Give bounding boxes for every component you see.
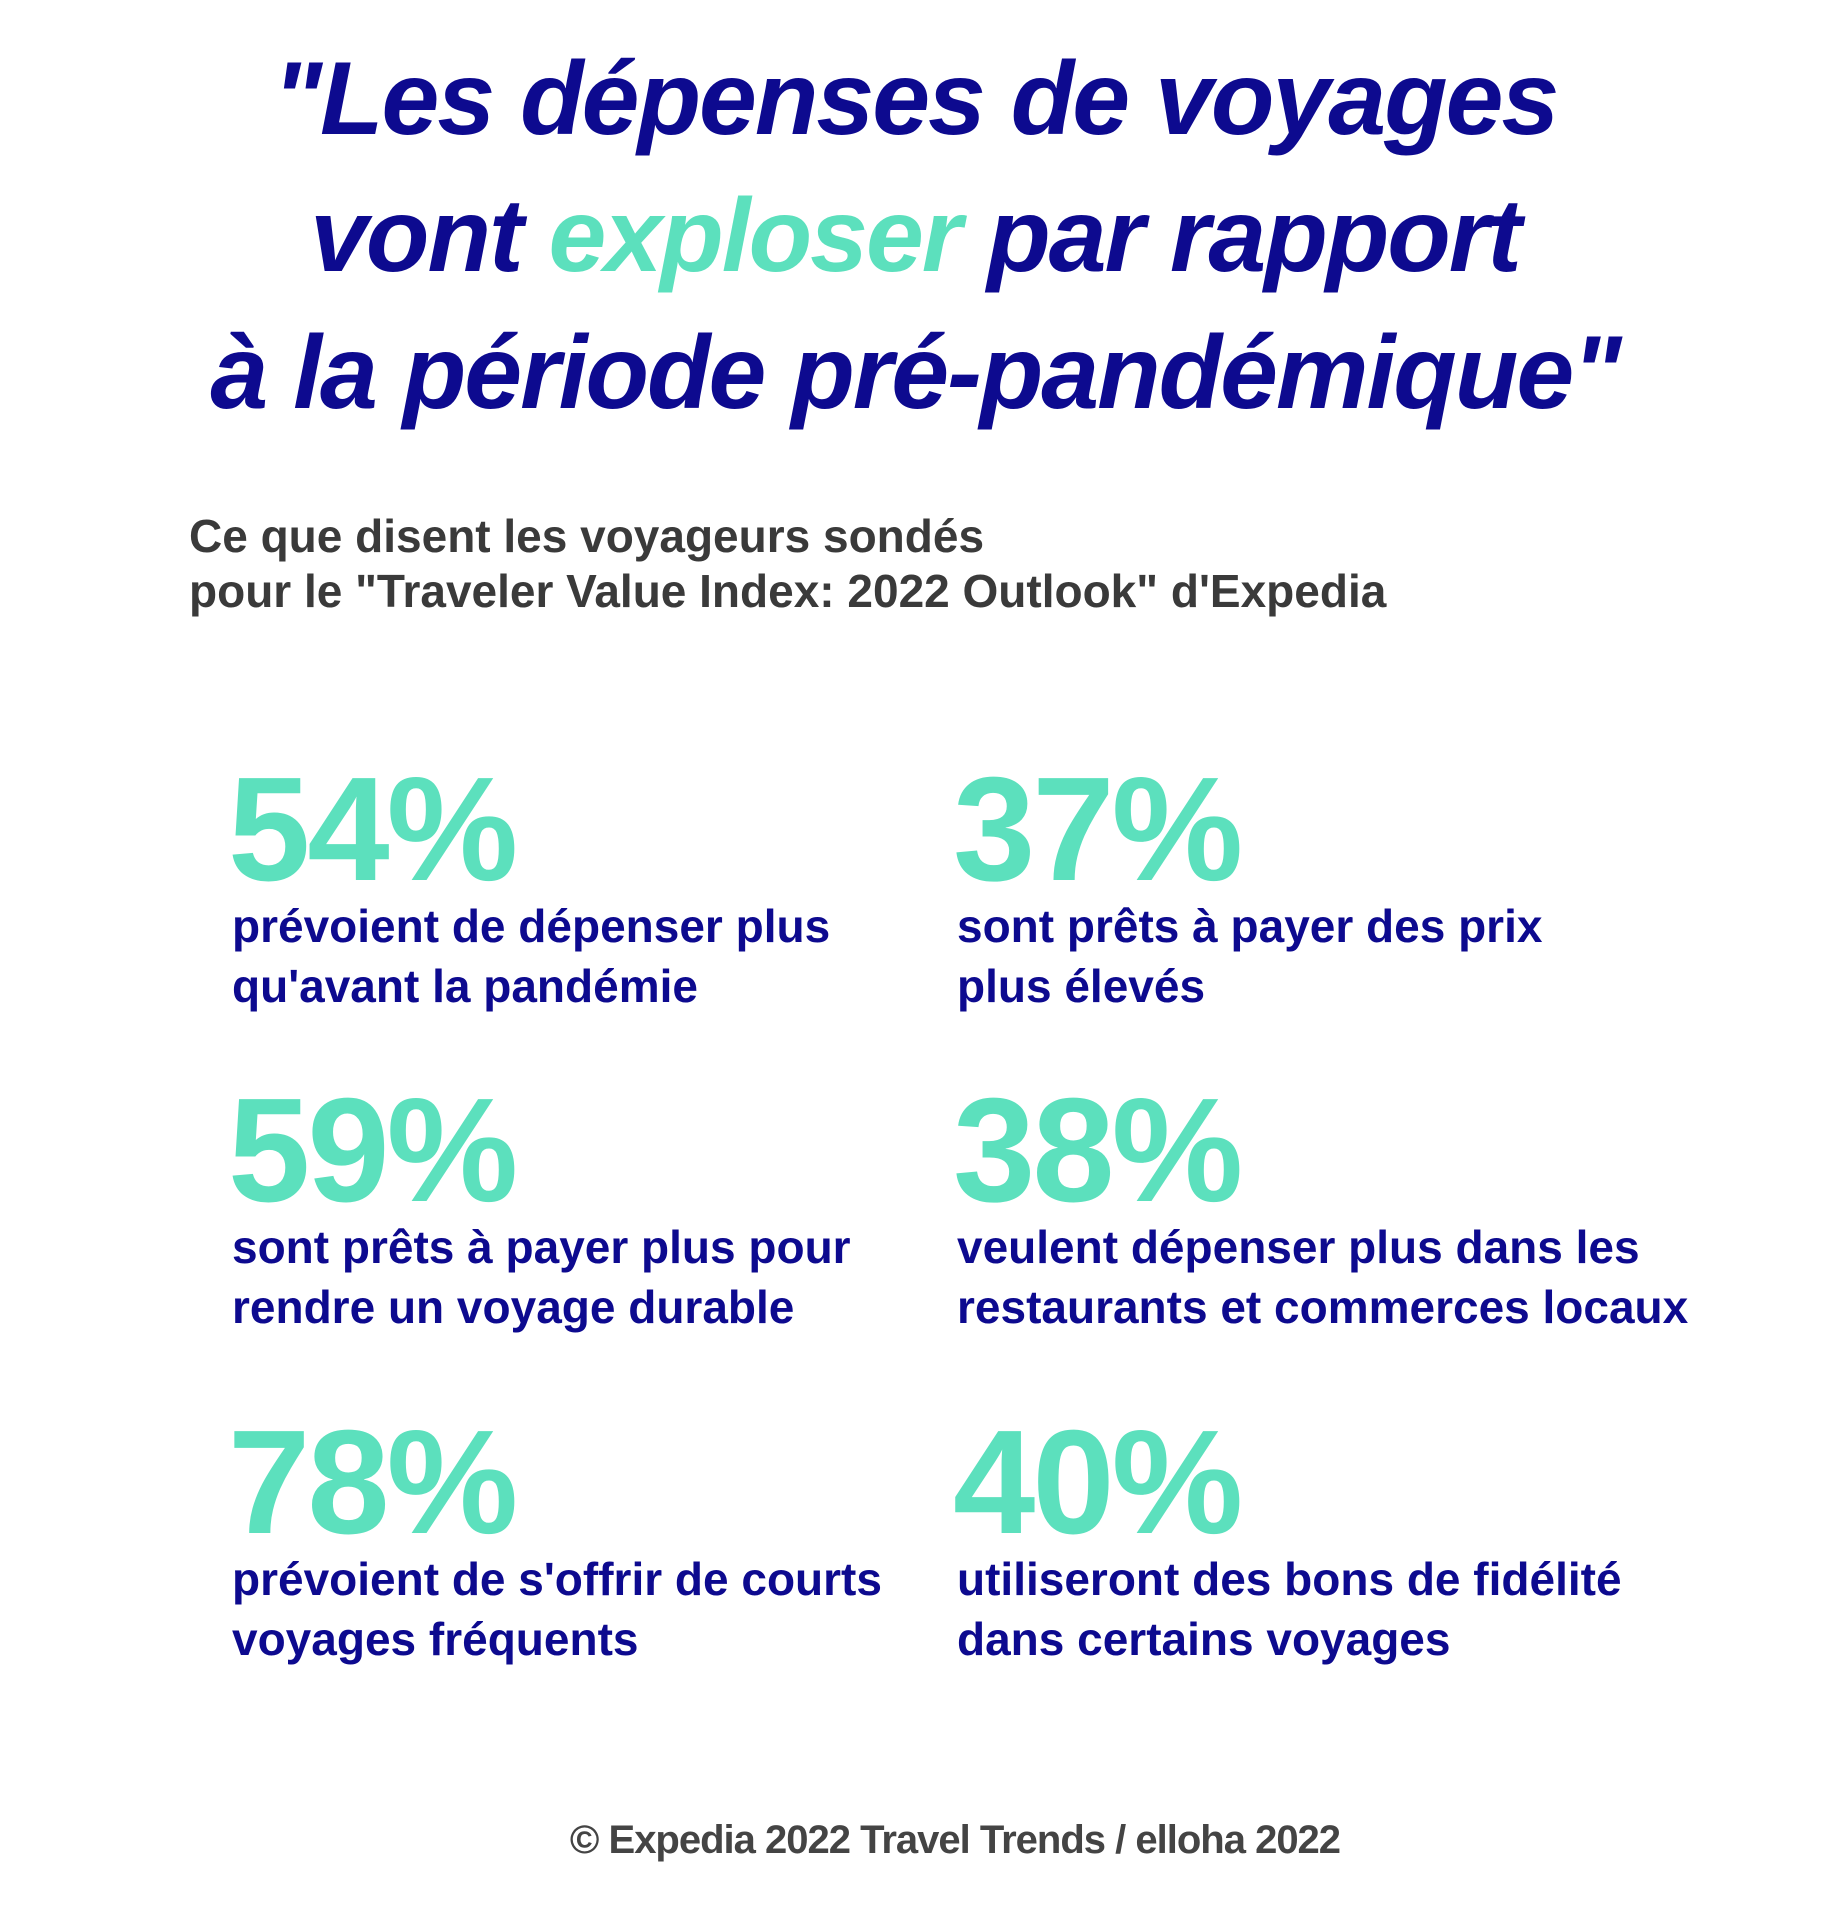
stat-description: qu'avant la pandémie (232, 960, 698, 1012)
stat-value: 54% (228, 747, 515, 912)
stat-value: 59% (228, 1068, 515, 1233)
stats: 54%prévoient de dépenser plus qu'avant la… (228, 747, 1689, 1665)
stat-description: sont prêts à payer plus pour (232, 1221, 851, 1273)
stat-description: restaurants et commerces locaux (957, 1281, 1689, 1333)
title-line: à la période pré-pandémique" (210, 315, 1623, 431)
stat-description: sont prêts à payer des prix (957, 900, 1543, 952)
stat-value: 38% (953, 1068, 1240, 1233)
stat-description: prévoient de s'offrir de courts (232, 1553, 882, 1605)
stat-value: 40% (953, 1400, 1240, 1565)
stat-value: 37% (953, 747, 1240, 912)
subtitle-line: Ce que disent les voyageurs sondés (189, 510, 984, 562)
title-part: vont (310, 178, 548, 294)
subtitle-line: pour le "Traveler Value Index: 2022 Outl… (189, 565, 1387, 617)
stat-description: veulent dépenser plus dans les (957, 1221, 1640, 1273)
footer: © Expedia 2022 Travel Trends / elloha 20… (570, 1818, 1340, 1862)
title-highlight: exploser (549, 178, 968, 294)
stat-description: plus élevés (957, 960, 1205, 1012)
title-part: par rapport (960, 178, 1526, 294)
stat-description: rendre un voyage durable (232, 1281, 794, 1333)
title-line: vont exploser par rapport (310, 178, 1526, 294)
title-line: "Les dépenses de voyages (273, 41, 1558, 157)
stat-description: dans certains voyages (957, 1613, 1450, 1665)
stat-value: 78% (228, 1400, 515, 1565)
stat-description: utiliseront des bons de fidélité (957, 1553, 1622, 1605)
stat-description: voyages fréquents (232, 1613, 638, 1665)
stat-description: prévoient de dépenser plus (232, 900, 830, 952)
